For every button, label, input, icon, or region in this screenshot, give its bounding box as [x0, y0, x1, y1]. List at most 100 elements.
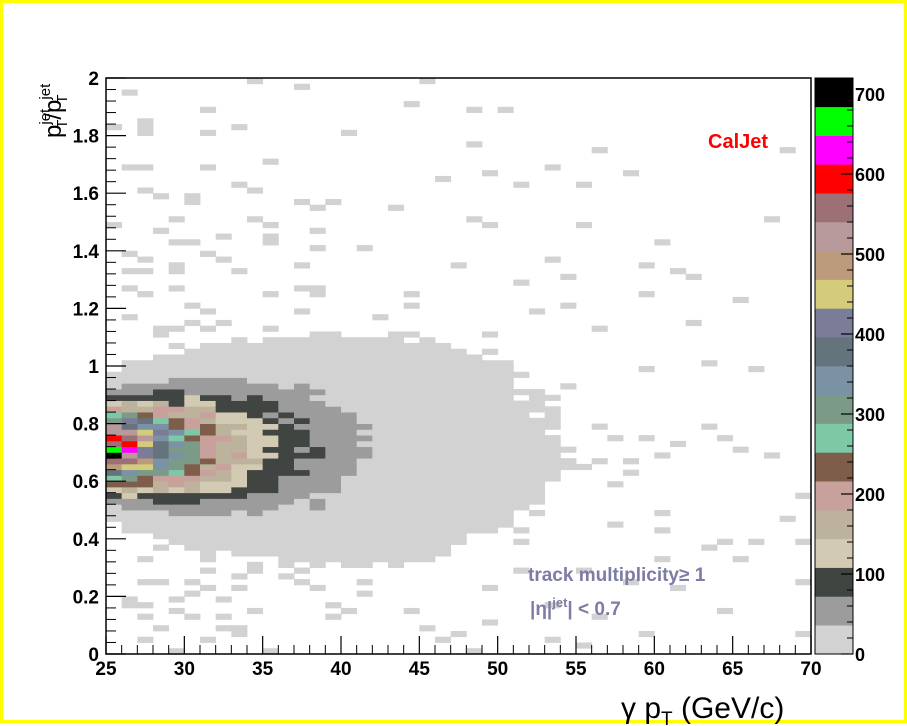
heatmap-cell [419, 377, 436, 384]
heatmap-cell [121, 492, 138, 499]
heatmap-cell [795, 630, 812, 638]
heatmap-cell [200, 412, 217, 419]
heatmap-cell [184, 452, 201, 459]
heatmap-cell [168, 342, 185, 350]
heatmap-cell [419, 625, 436, 632]
heatmap-cell [435, 417, 452, 424]
y-tick-label: 1.2 [73, 299, 99, 320]
heatmap-cell [576, 222, 593, 229]
heatmap-cell [184, 417, 201, 424]
heatmap-cell [184, 521, 201, 528]
heatmap-cell [137, 394, 154, 401]
heatmap-cell [544, 256, 561, 263]
heatmap-cell [356, 389, 373, 396]
heatmap-cell [466, 498, 483, 505]
heatmap-cell [560, 273, 577, 280]
heatmap-cell [623, 469, 640, 476]
heatmap-cell [341, 400, 358, 407]
heatmap-cell [388, 533, 405, 540]
color-scale-label: 600 [855, 165, 885, 185]
heatmap-cell [325, 521, 342, 528]
heatmap-cell [262, 412, 279, 419]
heatmap-cell [466, 521, 483, 528]
heatmap-cell [184, 590, 201, 597]
heatmap-cell [497, 435, 514, 442]
heatmap-cell [372, 538, 389, 545]
heatmap-cell [200, 538, 217, 545]
heatmap-cell [356, 394, 373, 401]
heatmap-cell [215, 440, 232, 448]
heatmap-cell [403, 342, 420, 350]
heatmap-cell [294, 440, 311, 448]
heatmap-cell [262, 325, 279, 332]
heatmap-cell [482, 417, 499, 424]
heatmap-cell [184, 544, 201, 551]
heatmap-cell [341, 412, 358, 419]
heatmap-cell [215, 400, 232, 407]
heatmap-cell [247, 435, 264, 442]
heatmap-cell [184, 446, 201, 453]
heatmap-cell [184, 463, 201, 471]
heatmap-cell [262, 458, 279, 465]
heatmap-cell [262, 492, 279, 499]
heatmap-cell [247, 377, 264, 384]
heatmap-cell [372, 394, 389, 401]
heatmap-cell [356, 342, 373, 350]
heatmap-cell [137, 435, 154, 442]
heatmap-cell [419, 412, 436, 419]
heatmap-cell [231, 446, 248, 453]
heatmap-cell [309, 504, 326, 511]
heatmap-cell [231, 533, 248, 540]
heatmap-cell [372, 515, 389, 522]
heatmap-cell [168, 463, 185, 471]
heatmap-cell [294, 342, 311, 350]
heatmap-cell [560, 383, 577, 390]
heatmap-cell [262, 233, 279, 240]
heatmap-cell [294, 423, 311, 430]
heatmap-cell [153, 492, 170, 499]
color-scale-bin [815, 452, 853, 482]
heatmap-cell [356, 348, 373, 355]
heatmap-cell [231, 550, 248, 557]
heatmap-cell [513, 400, 530, 407]
heatmap-cell [419, 337, 436, 344]
heatmap-cell [435, 492, 452, 499]
heatmap-cell [231, 377, 248, 384]
heatmap-cell [215, 319, 232, 327]
heatmap-cell [356, 452, 373, 459]
heatmap-cell [294, 579, 311, 586]
heatmap-cell [106, 486, 123, 494]
heatmap-cell [231, 348, 248, 355]
heatmap-cell [278, 481, 295, 488]
heatmap-cell [795, 538, 812, 545]
heatmap-cell [435, 423, 452, 430]
heatmap-cell [309, 342, 326, 350]
heatmap-cell [497, 423, 514, 430]
heatmap-cell [168, 389, 185, 396]
heatmap-cell [419, 417, 436, 424]
heatmap-cell [325, 452, 342, 459]
heatmap-cell [419, 400, 436, 407]
heatmap-cell [544, 458, 561, 465]
heatmap-cell [341, 435, 358, 442]
heatmap-cell [231, 389, 248, 396]
heatmap-cell [278, 400, 295, 407]
heatmap-cell [638, 435, 655, 442]
heatmap-cell [137, 366, 154, 373]
heatmap-cell [403, 515, 420, 522]
heatmap-cell [764, 216, 781, 223]
heatmap-cell [184, 510, 201, 517]
heatmap-cell [466, 527, 483, 534]
heatmap-cell [294, 366, 311, 373]
heatmap-cell [419, 371, 436, 378]
heatmap-cell [231, 371, 248, 378]
heatmap-cell [262, 423, 279, 430]
heatmap-cell [168, 538, 185, 545]
heatmap-cell [215, 475, 232, 482]
heatmap-cell [278, 452, 295, 459]
heatmap-cell [325, 538, 342, 545]
heatmap-cell [654, 527, 671, 534]
heatmap-cell [403, 469, 420, 476]
heatmap-cell [466, 366, 483, 373]
